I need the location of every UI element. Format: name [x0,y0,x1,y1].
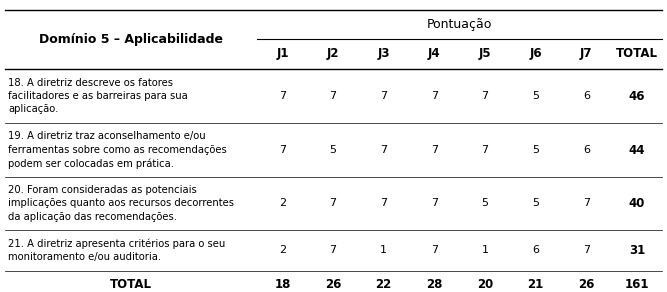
Text: 18. A diretriz descreve os fatores
facilitadores e as barreiras para sua
aplicaç: 18. A diretriz descreve os fatores facil… [8,78,188,114]
Text: 6: 6 [583,91,590,101]
Text: 31: 31 [629,244,645,257]
Text: 5: 5 [482,198,488,208]
Text: 5: 5 [329,145,337,155]
Text: 44: 44 [629,144,645,157]
Text: 1: 1 [482,245,488,255]
Text: 7: 7 [482,91,489,101]
Text: J7: J7 [580,48,592,60]
Text: J2: J2 [327,48,340,60]
Text: 7: 7 [329,91,337,101]
Text: 7: 7 [329,198,337,208]
Text: 22: 22 [376,278,392,291]
Text: 20. Foram consideradas as potenciais
implicações quanto aos recursos decorrentes: 20. Foram consideradas as potenciais imp… [8,185,234,222]
Text: 2: 2 [279,198,286,208]
Text: 7: 7 [431,245,438,255]
Text: 7: 7 [583,198,590,208]
Text: 5: 5 [532,145,539,155]
Text: TOTAL: TOTAL [110,278,152,291]
Text: 20: 20 [477,278,493,291]
Text: 26: 26 [325,278,342,291]
Text: 40: 40 [629,197,645,210]
Text: J5: J5 [479,48,492,60]
Text: 7: 7 [431,145,438,155]
Text: 1: 1 [380,245,388,255]
Text: 7: 7 [431,198,438,208]
Text: 7: 7 [431,91,438,101]
Text: 5: 5 [532,91,539,101]
Text: 21. A diretriz apresenta critérios para o seu
monitoramento e/ou auditoria.: 21. A diretriz apresenta critérios para … [8,239,225,262]
Text: 7: 7 [279,145,286,155]
Text: 7: 7 [583,245,590,255]
Text: 26: 26 [578,278,594,291]
Text: Pontuação: Pontuação [427,18,492,31]
Text: 18: 18 [274,278,291,291]
Text: J3: J3 [378,48,390,60]
Text: 46: 46 [629,90,645,102]
Text: 7: 7 [380,91,388,101]
Text: 21: 21 [528,278,544,291]
Text: 7: 7 [380,145,388,155]
Text: 19. A diretriz traz aconselhamento e/ou
ferramentas sobre como as recomendações
: 19. A diretriz traz aconselhamento e/ou … [8,131,227,168]
Text: TOTAL: TOTAL [616,48,658,60]
Text: 7: 7 [329,245,337,255]
Text: J6: J6 [530,48,542,60]
Text: 6: 6 [532,245,539,255]
Text: 6: 6 [583,145,590,155]
Text: 5: 5 [532,198,539,208]
Text: 161: 161 [625,278,649,291]
Text: 7: 7 [279,91,286,101]
Text: 2: 2 [279,245,286,255]
Text: 7: 7 [380,198,388,208]
Text: 28: 28 [426,278,443,291]
Text: 7: 7 [482,145,489,155]
Text: Domínio 5 – Aplicabilidade: Domínio 5 – Aplicabilidade [39,33,223,46]
Text: J4: J4 [428,48,441,60]
Text: J1: J1 [276,48,289,60]
